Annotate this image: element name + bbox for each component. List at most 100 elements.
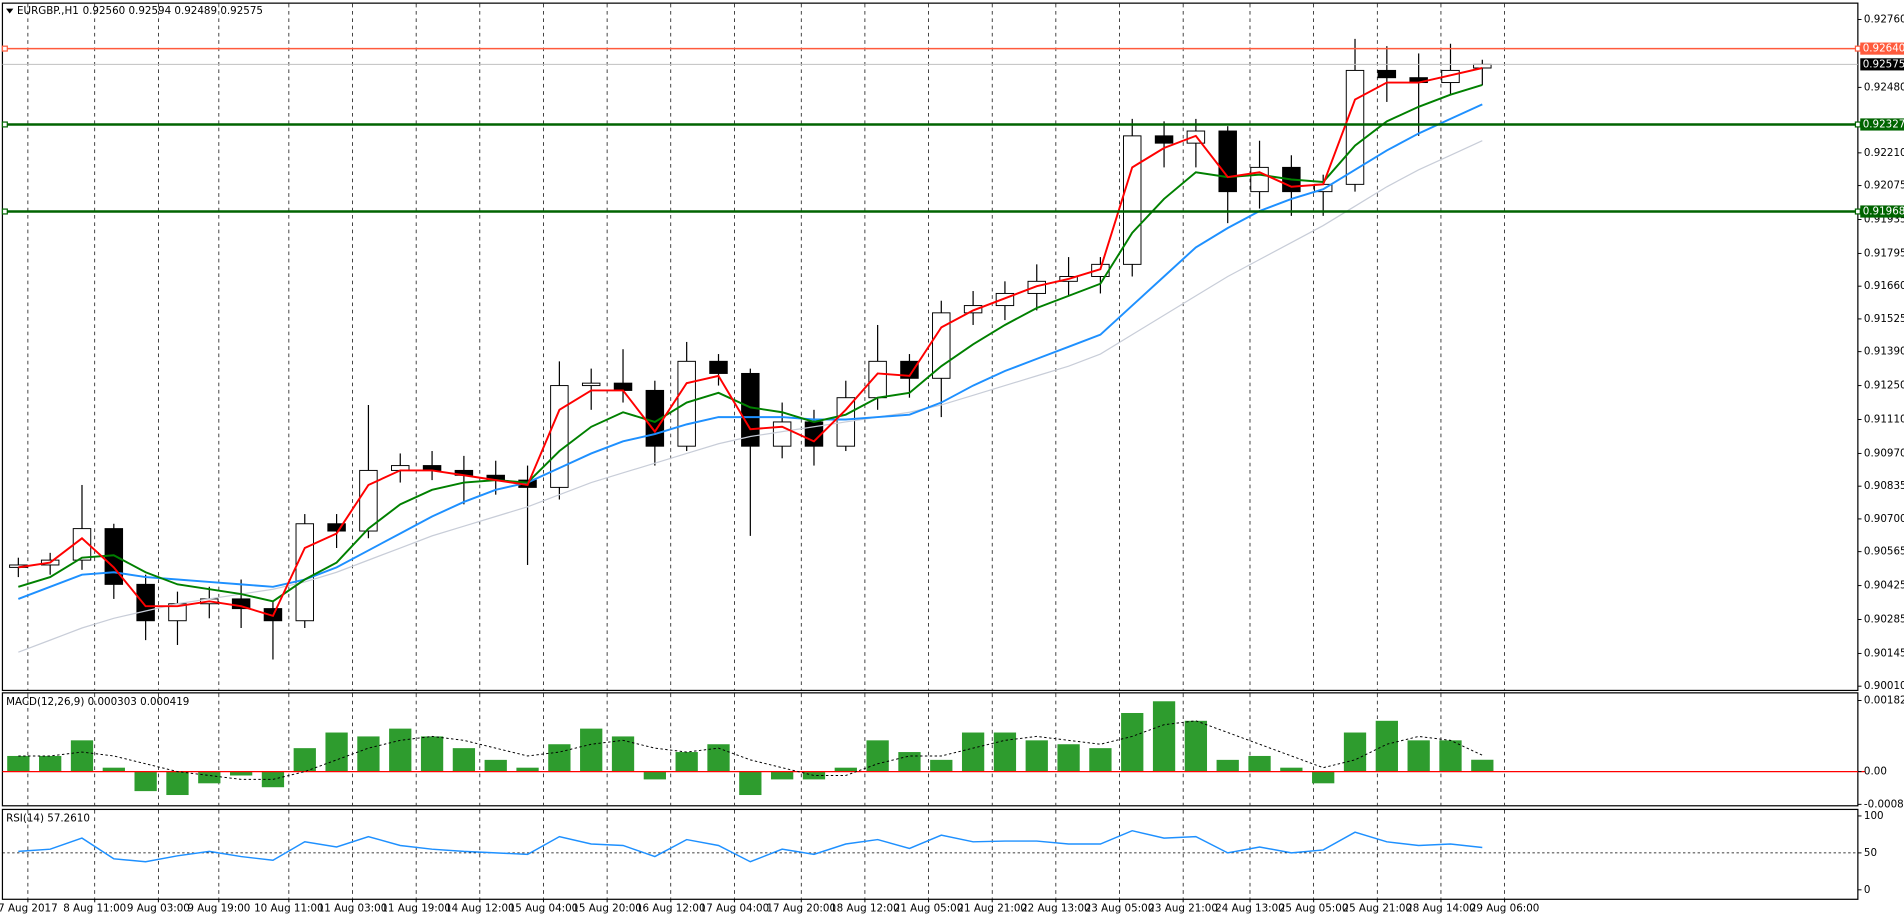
level-handle [1854,45,1861,52]
level-handle [1,45,8,52]
last-price-label: 0.92575 [1863,58,1904,70]
y-tick-label: 50 [1864,847,1877,859]
y-tick-label: 0.90010 [1864,680,1904,692]
x-tick-label: 7 Aug 2017 [0,902,58,914]
candle-body [932,312,951,379]
x-tick-label: 25 Aug 21:00 [1343,902,1413,914]
level-handle [1,208,8,215]
x-tick-label: 9 Aug 03:00 [127,902,190,914]
candle-body [677,360,696,447]
macd-bar [1439,740,1462,772]
macd-bar [134,771,157,792]
x-tick-label: 17 Aug 04:00 [700,902,770,914]
macd-bar [39,755,62,772]
x-tick-label: 11 Aug 19:00 [381,902,451,914]
y-tick-label: 0 [1864,884,1871,896]
x-tick-label: 16 Aug 12:00 [636,902,706,914]
x-tick-label: 23 Aug 21:00 [1148,902,1218,914]
macd-bar [1216,759,1239,772]
macd-bar [802,771,826,780]
macd-bar [675,752,698,772]
candle-body [709,360,728,374]
y-tick-label: 0.92075 [1864,180,1904,192]
ohlc-values: 0.92560 0.92594 0.92489 0.92575 [83,5,263,17]
y-tick-label: 100 [1864,810,1884,822]
macd-bar [325,732,348,772]
macd-bar [866,740,889,772]
rsi-title: RSI(14) 57.2610 [6,813,90,825]
macd-bar [516,767,539,772]
candle-body [1250,166,1269,193]
y-tick-label: 0.90970 [1864,447,1904,459]
macd-bar [1471,759,1494,772]
candle-body [1218,130,1237,193]
y-tick-label: 0.90565 [1864,546,1904,558]
x-tick-label: 21 Aug 05:00 [894,902,964,914]
macd-bar [102,767,125,772]
macd-bar [293,748,316,772]
candle-body [1345,69,1365,185]
macd-bar [1343,732,1367,772]
macd-bar [484,759,507,772]
rsi-line [18,829,1483,863]
y-tick-label: 0.91390 [1864,346,1904,358]
candle-body [1377,69,1397,79]
menu-arrow[interactable] [6,8,14,14]
level-price-box [1860,42,1904,55]
macd-bar [357,736,380,772]
level-price-box [1860,205,1904,218]
macd-title: MACD(12,26,9) 0.000303 0.000419 [6,696,189,708]
y-tick-label: 0.90285 [1864,614,1904,626]
candle-body [327,523,346,532]
macd-bar [166,771,189,796]
macd-bar [1407,740,1430,772]
y-tick-label: 0.91525 [1864,313,1904,325]
macd-bar [961,732,985,772]
candle-body [963,305,983,314]
y-tick-label: 0.91110 [1864,414,1904,426]
x-tick-label: 21 Aug 21:00 [957,902,1027,914]
candle-body [772,421,792,447]
x-tick-label: 9 Aug 19:00 [187,902,250,914]
candle-body [1154,135,1174,144]
macd-bar [452,748,476,772]
macd-bar [1089,748,1112,772]
macd-bar [229,771,253,776]
level-price-label: 0.91968 [1863,206,1904,218]
x-tick-label: 24 Aug 13:00 [1215,902,1285,914]
x-tick-label: 15 Aug 20:00 [572,902,642,914]
x-tick-label: 17 Aug 20:00 [766,902,836,914]
macd-bar [898,752,921,772]
candle-body [136,583,155,622]
labels: EURGBP.,H1 0.92560 0.92594 0.92489 0.925… [0,5,1904,914]
y-tick-label: -0.000839 [1864,798,1904,810]
level-handle [1,121,8,128]
macd-bar [70,740,94,772]
y-tick-label: 0.91660 [1864,280,1904,292]
level-price-label: 0.92640 [1863,43,1904,55]
macd-bar [707,744,730,772]
x-tick-label: 11 Aug 03:00 [318,902,388,914]
level-price-box [1860,118,1904,131]
candle-body [1027,280,1046,294]
y-tick-label: 0.91250 [1864,380,1904,392]
macd-signal [18,720,1483,780]
price-pane [1,2,1859,692]
x-tick-label: 28 Aug 14:00 [1406,902,1476,914]
macd-bar [834,767,857,772]
macd-bar [420,736,444,772]
macd-bar [1375,720,1398,772]
level-price-label: 0.92327 [1863,118,1904,130]
moving-average [18,140,1483,653]
level-handle [1854,121,1861,128]
candle-body [900,360,919,379]
candle-body [295,523,315,622]
x-tick-label: 8 Aug 11:00 [63,902,126,914]
macd-bar [580,728,603,772]
macd-bar [611,736,635,772]
macd-bar [7,755,30,772]
y-tick-label: 0.00182 [1864,694,1904,706]
